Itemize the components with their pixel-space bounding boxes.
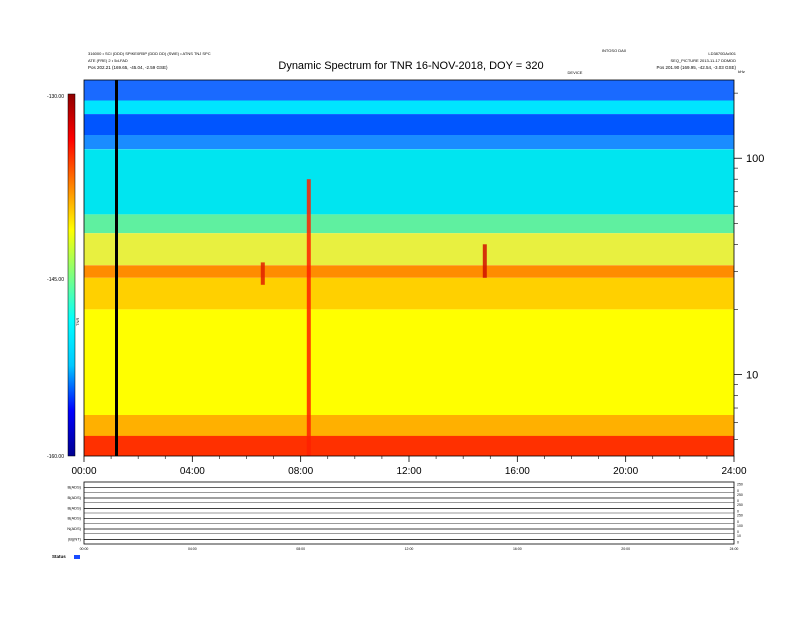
- subpanel-right-tick-hi-5: 10: [737, 534, 741, 538]
- colorbar-tick-bottom: -160.00: [47, 454, 64, 460]
- subpanel-label-3: B(ADS): [67, 516, 81, 521]
- x-tick-label-6: 24:00: [721, 466, 746, 477]
- subpanel-x-label-0: 00:00: [80, 547, 89, 551]
- header-right-line1: LD3870DA•501: [708, 51, 736, 56]
- y-axis-unit: kHz: [738, 69, 745, 74]
- subpanel-label-2: B(ADS): [67, 505, 81, 510]
- spectrum-band-0: [84, 80, 734, 101]
- subpanel-x-label-2: 08:00: [296, 547, 305, 551]
- subpanel-right-tick-hi-1: 250: [737, 493, 743, 497]
- spectrum-band-9: [84, 309, 734, 415]
- subpanel-right-tick-lo-3: 0: [737, 520, 739, 524]
- spectrogram-plot: [84, 80, 734, 456]
- header-right-line3: Pos 201.90 (169.95, -42.54, -3.03 GSE): [656, 65, 736, 70]
- y-axis: 10 100: [734, 92, 764, 440]
- radio-burst-3: [260, 262, 265, 285]
- spectrum-band-5: [84, 214, 734, 234]
- x-tick-label-5: 20:00: [613, 466, 638, 477]
- spectrum-band-1: [84, 100, 734, 115]
- header-left-line3: Pos 202.21 (169.65, -45.04, -2.59 GSE): [88, 65, 168, 70]
- subpanel-right-tick-lo-0: 0: [737, 489, 739, 493]
- header-center-b: DEVICE: [568, 70, 583, 75]
- spectrum-band-7: [84, 265, 734, 278]
- subpanel-right-tick-hi-0: 250: [737, 483, 743, 487]
- spectrum-band-2: [84, 114, 734, 136]
- subpanel-x-label-6: 24:00: [730, 547, 739, 551]
- subpanel-right-tick-hi-3: 250: [737, 514, 743, 518]
- subpanel-label-5: |B|(NT): [68, 536, 81, 541]
- colorbar-tick-top: -130.00: [47, 94, 64, 100]
- subpanel-right-tick-lo-4: 0: [737, 530, 739, 534]
- x-tick-label-1: 04:00: [180, 466, 205, 477]
- colorbar-label: TNR: [75, 318, 80, 326]
- x-tick-label-3: 12:00: [396, 466, 421, 477]
- subpanel-right-tick-lo-5: 0: [737, 541, 739, 545]
- y-tick-label-1: 100: [746, 153, 764, 165]
- subpanel-x-label-1: 04:00: [188, 547, 197, 551]
- header-center-a: INTOSO DA0: [602, 48, 627, 53]
- subpanel-right-tick-lo-2: 0: [737, 510, 739, 514]
- header-left-line2: ATE (FRE) 2 • 5d-FAD: [88, 58, 128, 63]
- x-tick-label-4: 16:00: [505, 466, 530, 477]
- subpanel-x-label-3: 12:00: [405, 547, 414, 551]
- status-label: Status: [52, 554, 66, 559]
- colorbar: [67, 93, 76, 457]
- spectrum-band-6: [84, 233, 734, 266]
- subpanel-right-tick-lo-1: 0: [737, 499, 739, 503]
- x-tick-label-2: 08:00: [288, 466, 313, 477]
- x-axis: 00:00 04:00 08:00 12:00 16:00 20:00 24:00: [71, 456, 747, 477]
- y-tick-label-0: 10: [746, 370, 758, 382]
- subpanels: B(ADS)2500B(ADS)2500B(ADS)2500B(ADS)2500…: [67, 483, 743, 545]
- subpanel-label-1: B(ADS): [67, 495, 81, 500]
- radio-burst-2: [482, 244, 487, 278]
- status-bar: [74, 555, 80, 559]
- subpanel-label-0: B(ADS): [67, 485, 81, 490]
- spectrum-band-8: [84, 277, 734, 310]
- spectrum-band-11: [84, 435, 734, 456]
- spectrum-band-10: [84, 415, 734, 436]
- header-left-line1: 316000 • SCI (DDD) SPIKE0R5P (DDD DD) (S…: [88, 51, 211, 56]
- x-tick-label-0: 00:00: [71, 466, 96, 477]
- chart-title: Dynamic Spectrum for TNR 16-NOV-2018, DO…: [278, 60, 543, 72]
- subpanel-right-tick-hi-2: 250: [737, 503, 743, 507]
- spectrum-band-4: [84, 149, 734, 215]
- subpanel-x-label-4: 16:00: [513, 547, 522, 551]
- subpanel-x-label-5: 20:00: [621, 547, 630, 551]
- radio-burst-1: [306, 179, 311, 456]
- subpanel-label-4: N(ADS): [67, 526, 81, 531]
- spectrum-band-3: [84, 135, 734, 150]
- colorbar-tick-mid: -145.00: [47, 277, 64, 283]
- subpanel-right-tick-hi-4: 100: [737, 524, 743, 528]
- subpanel-x-axis: 00:00 04:00 08:00 12:00 16:00 20:00 24:00: [80, 547, 739, 551]
- header-right-line2: SEQ_PICTURE 2013-11-17 DDMDD: [670, 58, 736, 63]
